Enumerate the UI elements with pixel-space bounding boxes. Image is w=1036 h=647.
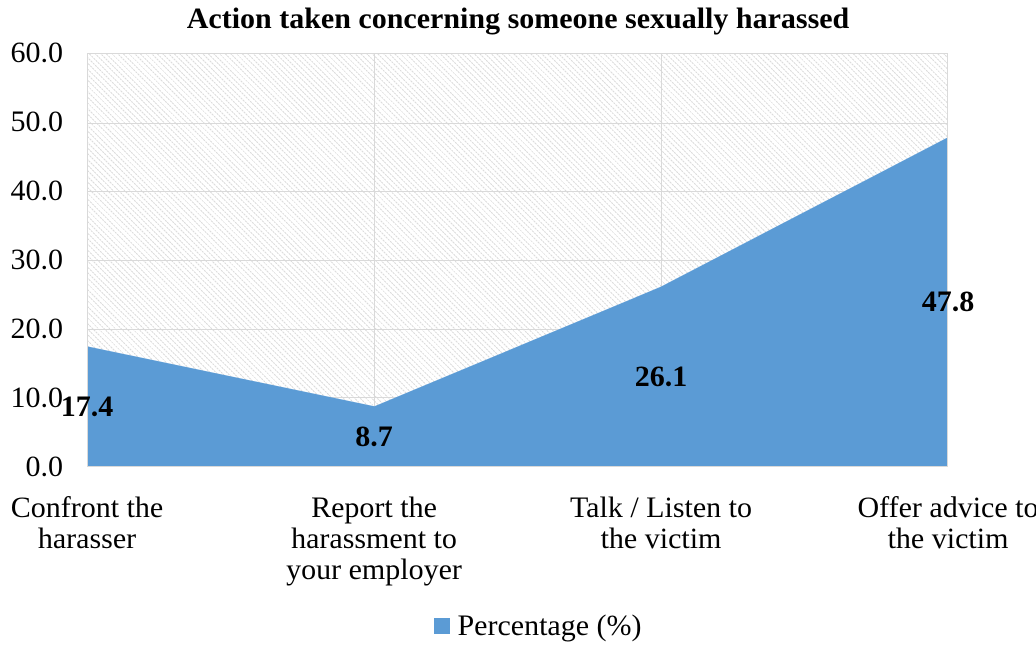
category-label: Confront the harasser — [10, 491, 164, 555]
legend-label: Percentage (%) — [457, 609, 642, 642]
y-tick-label: 50.0 — [10, 104, 64, 138]
gridline-vertical — [374, 54, 376, 466]
gridline-horizontal — [88, 328, 947, 330]
y-tick-label: 30.0 — [10, 243, 64, 276]
plot-area — [87, 53, 948, 467]
legend-swatch-icon — [434, 618, 451, 634]
gridline-horizontal — [88, 122, 947, 124]
y-tick-label: 40.0 — [10, 173, 64, 207]
category-label: Talk / Listen to the victim — [569, 491, 752, 555]
area-chart-svg — [88, 137, 947, 466]
y-axis: 60.0 50.0 40.0 30.0 20.0 10.0 0.0 — [0, 38, 64, 482]
category-label: Offer advice to the victim — [857, 491, 1036, 555]
gridline-horizontal — [88, 260, 947, 261]
legend: Percentage (%) — [20, 610, 1036, 642]
y-tick-label: 10.0 — [10, 381, 64, 414]
category-label: Report the harassment to your employer — [286, 491, 462, 586]
x-axis: Confront the harasser Report the harassme… — [11, 491, 1036, 592]
area-polygon — [88, 137, 947, 466]
y-tick-label: 60.0 — [10, 36, 64, 69]
y-tick-label: 20.0 — [10, 311, 64, 345]
gridline-horizontal — [88, 191, 947, 193]
gridline-vertical — [660, 54, 662, 466]
y-tick-label: 0.0 — [25, 450, 64, 483]
chart-title: Action taken concerning someone sexually… — [186, 2, 850, 35]
